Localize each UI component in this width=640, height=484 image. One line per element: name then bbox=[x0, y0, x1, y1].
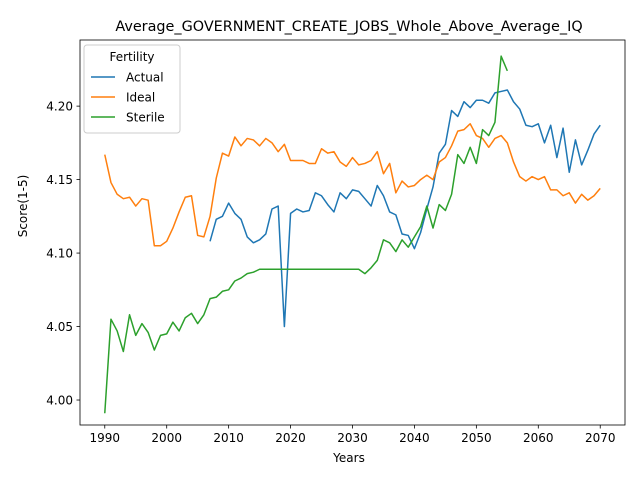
legend: Fertility Actual Ideal Sterile bbox=[83, 44, 181, 134]
y-tick-label: 4.00 bbox=[46, 393, 73, 407]
series-line-ideal bbox=[104, 123, 601, 247]
y-tick-label: 4.20 bbox=[46, 99, 73, 113]
x-tick-label: 2000 bbox=[151, 431, 182, 445]
legend-entry-actual: Actual bbox=[126, 70, 164, 84]
legend-title: Fertility bbox=[109, 50, 154, 64]
x-tick-label: 2040 bbox=[399, 431, 430, 445]
x-tick-label: 2030 bbox=[337, 431, 368, 445]
x-tick-label: 2050 bbox=[461, 431, 492, 445]
legend-box bbox=[83, 44, 181, 134]
y-axis-label: Score(1-5) bbox=[16, 175, 30, 238]
y-axis: 4.00 4.05 4.10 4.15 4.20 bbox=[46, 99, 80, 407]
x-tick-label: 2020 bbox=[275, 431, 306, 445]
series-line-actual bbox=[209, 89, 601, 328]
x-tick-label: 2070 bbox=[585, 431, 616, 445]
x-tick-label: 1990 bbox=[89, 431, 120, 445]
y-tick-label: 4.15 bbox=[46, 173, 73, 187]
x-tick-label: 2010 bbox=[213, 431, 244, 445]
legend-entry-sterile: Sterile bbox=[126, 110, 165, 124]
chart-title: Average_GOVERNMENT_CREATE_JOBS_Whole_Abo… bbox=[115, 19, 582, 35]
legend-entry-ideal: Ideal bbox=[126, 90, 155, 104]
x-tick-label: 2060 bbox=[523, 431, 554, 445]
x-axis-label: Years bbox=[332, 451, 365, 465]
y-tick-label: 4.10 bbox=[46, 246, 73, 260]
y-tick-label: 4.05 bbox=[46, 320, 73, 334]
x-axis: 1990 2000 2010 2020 2030 2040 2050 2060 2070 bbox=[89, 425, 616, 445]
series-line-sterile bbox=[104, 55, 509, 414]
